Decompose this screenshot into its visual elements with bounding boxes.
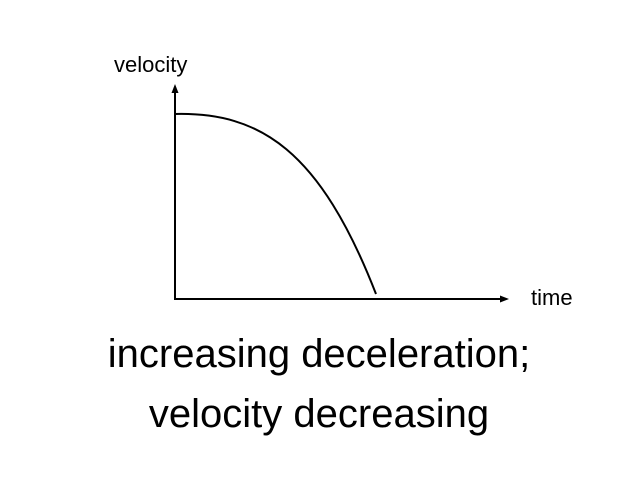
caption-line-2: velocity decreasing [148, 392, 490, 436]
x-axis-arrowhead [500, 295, 509, 303]
caption-line-1: increasing deceleration; [107, 332, 531, 376]
x-axis-label: time [531, 285, 573, 310]
y-axis-label: velocity [114, 52, 188, 77]
velocity-curve [174, 112, 377, 295]
y-axis-arrowhead [171, 84, 179, 93]
